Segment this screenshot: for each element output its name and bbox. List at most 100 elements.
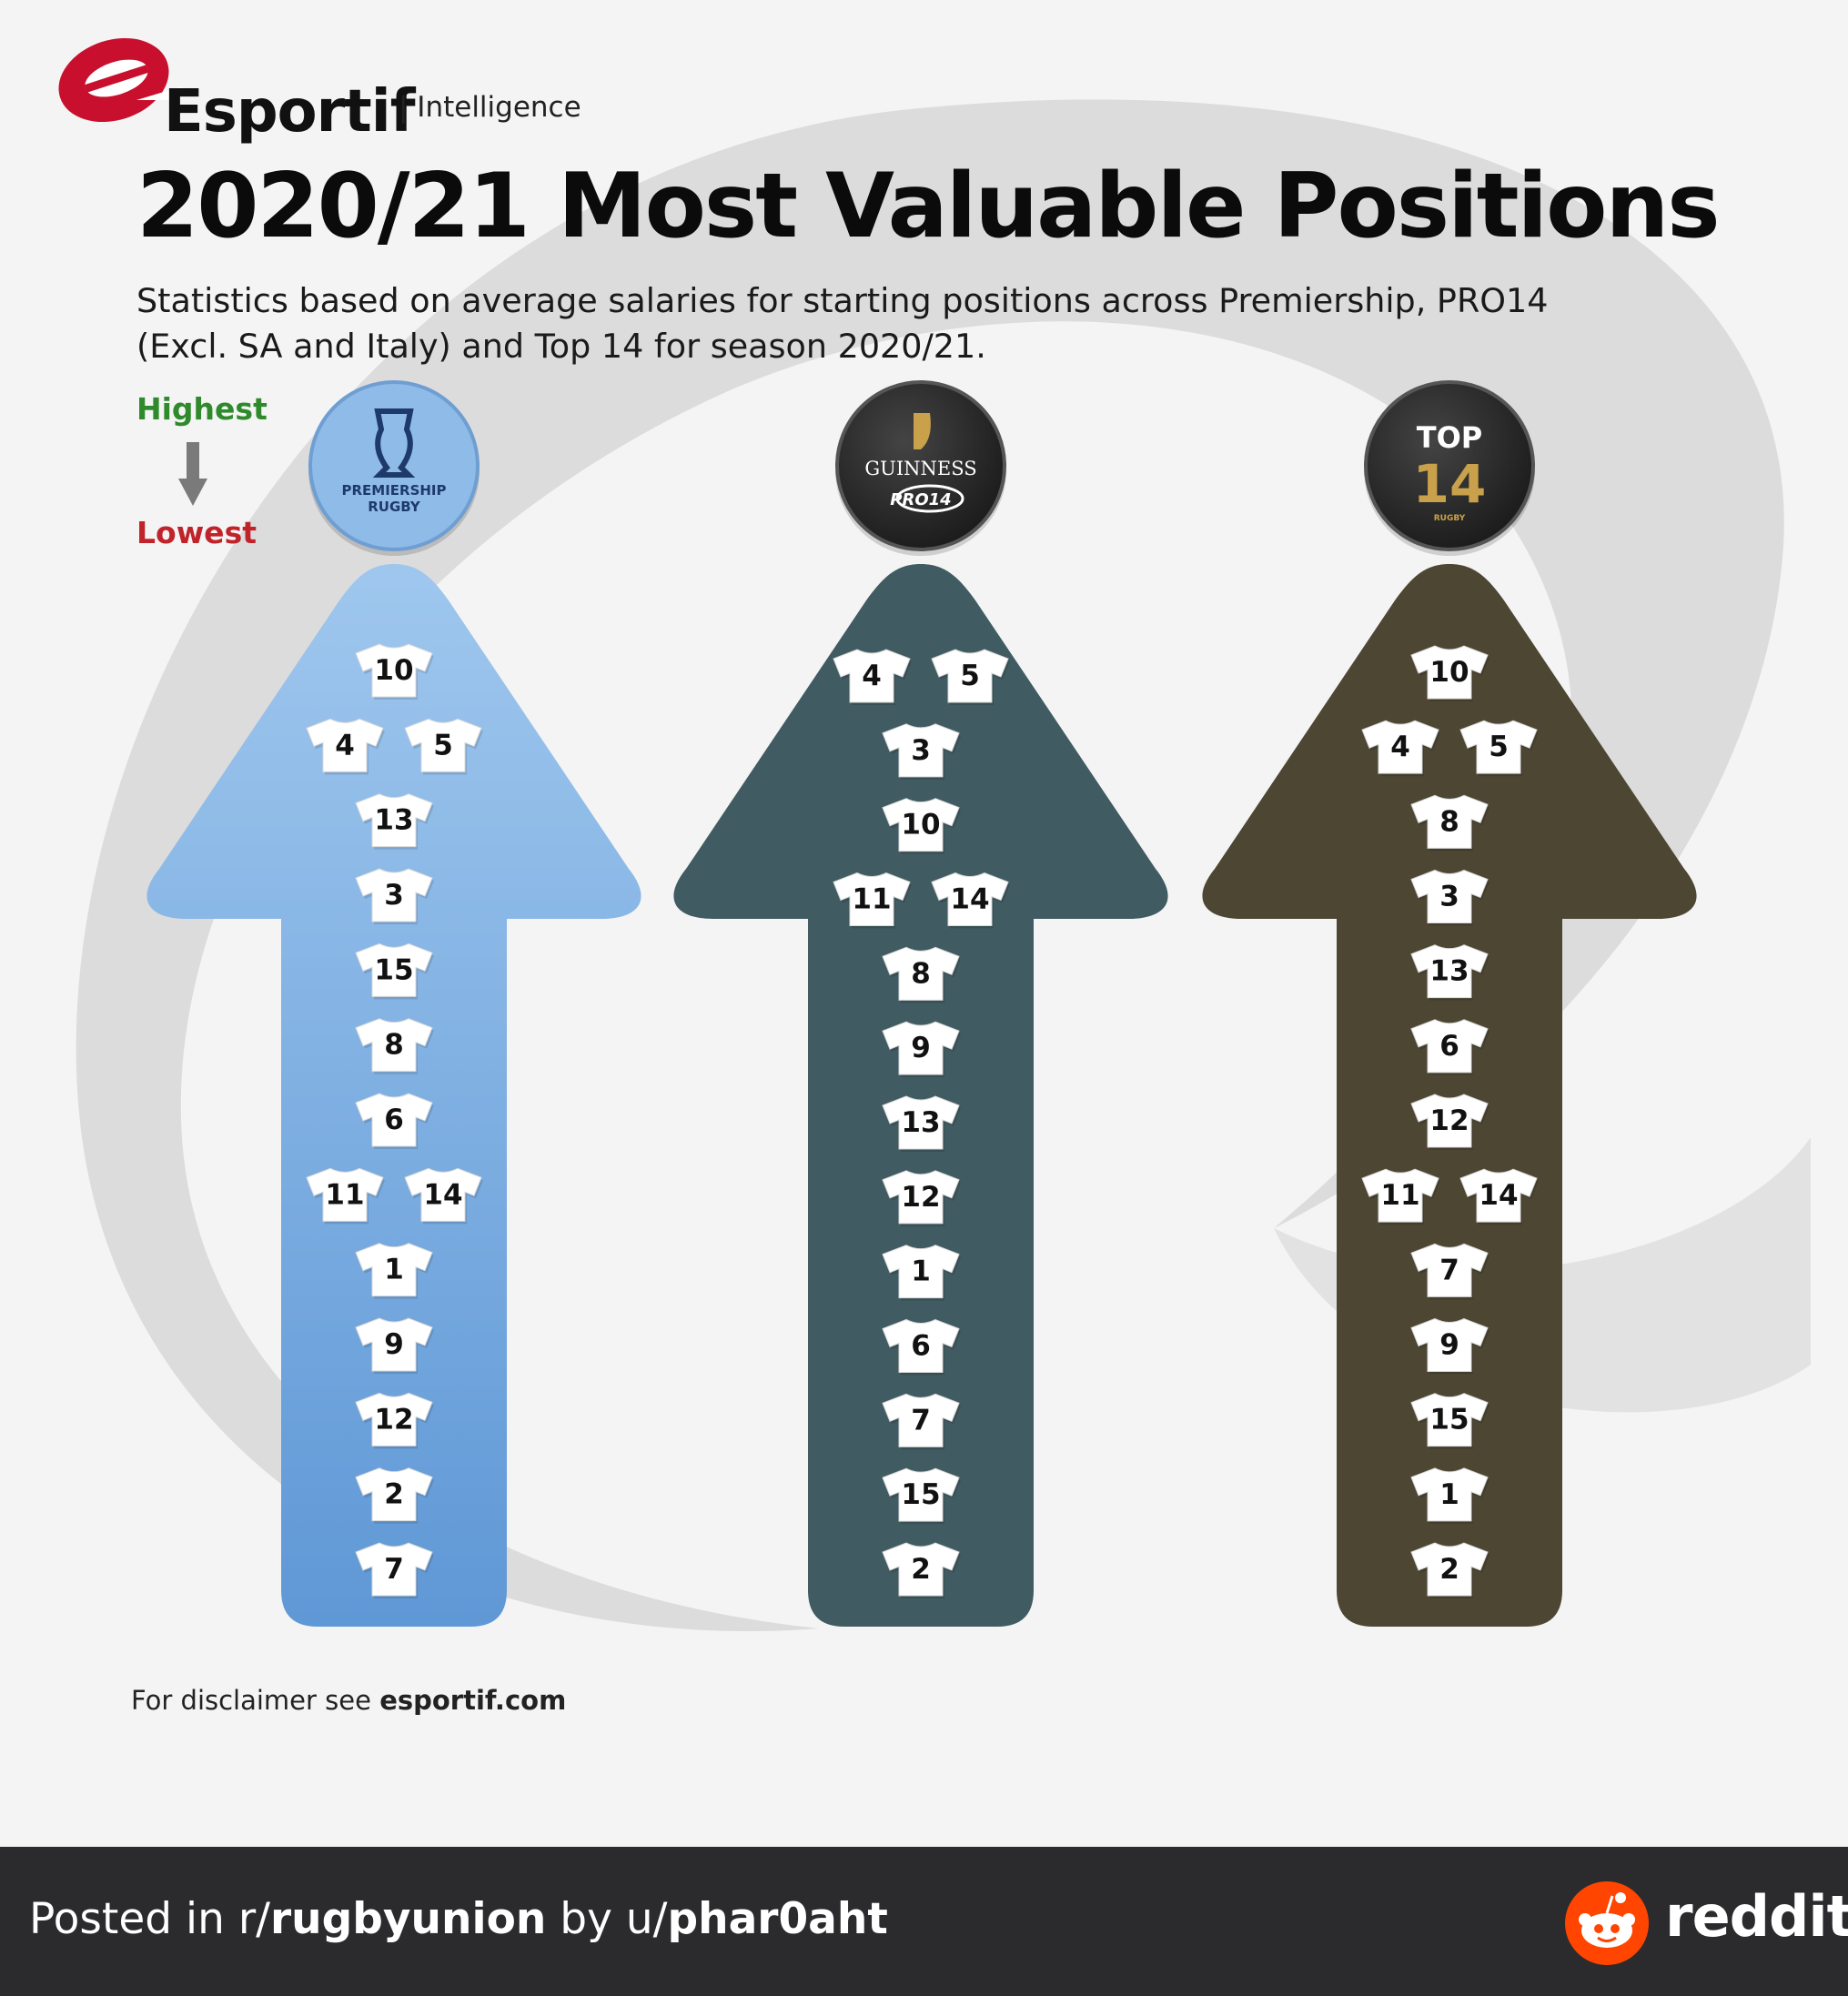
harp-icon	[914, 413, 931, 449]
shirt-number: 2	[384, 1478, 404, 1511]
subtitle-line-1: Statistics based on average salaries for…	[136, 281, 1549, 320]
shirt-number: 13	[901, 1106, 940, 1139]
shirt-number: 15	[901, 1478, 940, 1511]
shirt-position-2: 2	[1410, 1542, 1490, 1598]
logo-text: GUINNESS	[864, 458, 976, 479]
reddit-logo-icon	[1565, 1881, 1649, 1965]
subtitle-line-2: (Excl. SA and Italy) and Top 14 for seas…	[136, 327, 986, 366]
shirt-number: 14	[950, 883, 989, 916]
shirt-number: 8	[384, 1029, 404, 1062]
subreddit-link[interactable]: rugbyunion	[269, 1894, 547, 1944]
shirt-position-6: 6	[882, 1318, 961, 1376]
shirt-number: 1	[1439, 1478, 1459, 1511]
shirt-number: 4	[1390, 731, 1410, 763]
page-title: 2020/21 Most Valuable Positions	[136, 155, 1721, 258]
logo-text: PREMIERSHIP	[341, 482, 446, 499]
shirt-position-3: 3	[1410, 869, 1490, 926]
shirt-number: 5	[1489, 731, 1509, 763]
logo-text: RUGBY	[1434, 514, 1466, 523]
shirt-number: 9	[911, 1032, 931, 1064]
legend-lowest: Lowest	[136, 515, 257, 550]
logo-text: 14	[1413, 453, 1487, 515]
shirt-number: 7	[384, 1553, 404, 1586]
legend-highest: Highest	[136, 391, 268, 427]
disclaimer-link[interactable]: esportif.com	[379, 1685, 567, 1716]
shirt-number: 3	[1439, 881, 1459, 913]
legend-down-arrow-icon	[178, 442, 207, 506]
shirt-position-12: 12	[1410, 1094, 1490, 1150]
shirt-position-15: 15	[882, 1467, 961, 1525]
shirt-number: 15	[374, 953, 413, 986]
shirt-position-2: 2	[355, 1467, 434, 1524]
shirt-number: 8	[1439, 805, 1459, 838]
shirt-position-1: 1	[882, 1245, 961, 1301]
shirt-number: 5	[433, 729, 453, 761]
shirt-position-11: 11	[833, 872, 912, 929]
disclaimer-prefix: For disclaimer see	[131, 1685, 371, 1716]
shirt-position-4: 4	[306, 718, 385, 775]
shirt-number: 2	[1439, 1553, 1459, 1586]
background-swoosh	[76, 99, 1784, 1631]
shirt-position-7: 7	[1410, 1243, 1490, 1300]
shirt-position-9: 9	[1410, 1317, 1490, 1375]
shirt-number: 6	[1439, 1030, 1459, 1063]
shirt-position-8: 8	[1410, 794, 1490, 852]
shirt-number: 8	[911, 957, 931, 990]
shirt-position-14: 14	[404, 1167, 483, 1225]
logo-text: PRO14	[890, 490, 951, 509]
shirt-number: 10	[1429, 656, 1469, 689]
shirt-position-10: 10	[355, 643, 434, 700]
shirt-number: 1	[911, 1255, 931, 1288]
footer-by: by u/	[546, 1894, 668, 1944]
shirt-position-2: 2	[882, 1542, 961, 1598]
shirt-number: 7	[911, 1404, 931, 1437]
shirt-number: 10	[901, 809, 940, 842]
shirt-number: 5	[960, 660, 980, 692]
top14-arrow	[1202, 564, 1697, 1627]
shirt-position-5: 5	[1459, 720, 1539, 777]
shirt-number: 4	[862, 660, 882, 692]
footer-posted-text: Posted in r/rugbyunion by u/phar0aht	[29, 1894, 888, 1944]
shirt-number: 12	[901, 1181, 940, 1214]
shirt-number: 11	[852, 883, 891, 916]
shirt-position-12: 12	[355, 1392, 434, 1449]
shirt-position-10: 10	[882, 798, 961, 854]
shirt-position-6: 6	[355, 1093, 434, 1149]
reddit-footer: Posted in r/rugbyunion by u/phar0aht red…	[0, 1847, 1848, 1996]
shirt-number: 10	[374, 654, 413, 687]
shirt-position-9: 9	[355, 1317, 434, 1374]
shirt-number: 11	[325, 1178, 364, 1211]
shirt-position-15: 15	[355, 943, 434, 1000]
user-link[interactable]: phar0aht	[667, 1894, 888, 1944]
shirt-position-3: 3	[882, 723, 961, 780]
shirt-number: 6	[384, 1104, 404, 1136]
shirt-number: 15	[1429, 1404, 1469, 1437]
shirt-position-11: 11	[1361, 1168, 1440, 1225]
shirt-position-6: 6	[1410, 1019, 1490, 1075]
shirt-position-14: 14	[1459, 1168, 1539, 1225]
pro14-arrow	[673, 564, 1168, 1627]
shirt-number: 6	[911, 1330, 931, 1363]
shirt-position-15: 15	[1410, 1393, 1490, 1449]
shirt-number: 14	[1479, 1179, 1518, 1212]
shirt-position-8: 8	[355, 1018, 434, 1074]
shirt-position-5: 5	[404, 718, 483, 775]
shirt-number: 1	[384, 1254, 404, 1286]
shirt-position-1: 1	[1410, 1467, 1490, 1524]
shirt-position-10: 10	[1410, 645, 1490, 701]
shirt-number: 13	[1429, 955, 1469, 988]
shirt-position-3: 3	[355, 868, 434, 924]
shirt-position-9: 9	[882, 1021, 961, 1078]
shirt-position-14: 14	[931, 872, 1010, 929]
shirt-number: 3	[384, 879, 404, 912]
shirt-number: 4	[335, 729, 355, 761]
shirt-number: 13	[374, 804, 413, 837]
shirt-number: 12	[1429, 1104, 1469, 1137]
disclaimer: For disclaimer see esportif.com	[131, 1685, 566, 1716]
shirt-number: 3	[911, 734, 931, 767]
shirt-position-11: 11	[306, 1167, 385, 1225]
shirt-position-7: 7	[882, 1393, 961, 1450]
shirt-number: 7	[1439, 1254, 1459, 1286]
pro14-logo: GUINNESS PRO14	[835, 380, 1006, 556]
